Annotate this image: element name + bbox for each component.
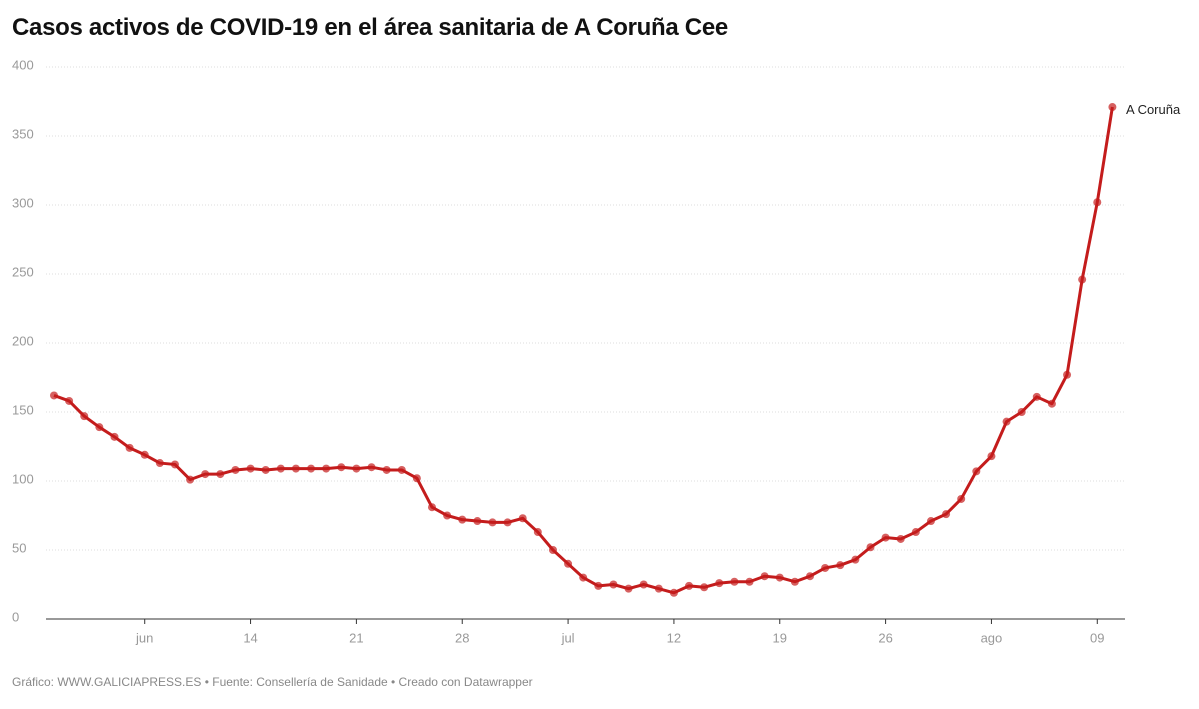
point [1002, 417, 1011, 426]
point [50, 391, 58, 400]
point [473, 517, 482, 526]
point [397, 465, 406, 474]
point [896, 534, 905, 543]
point [1108, 103, 1117, 112]
point [579, 573, 588, 582]
point [669, 588, 678, 597]
y-tick-label: 100 [12, 471, 34, 486]
point [881, 533, 890, 542]
point [1017, 408, 1026, 416]
point [246, 464, 255, 473]
point [65, 396, 74, 405]
point [942, 510, 951, 519]
point [972, 467, 981, 476]
point [760, 572, 769, 581]
point [382, 465, 391, 474]
point [428, 503, 436, 512]
x-tick-label: 21 [349, 630, 363, 645]
point [291, 464, 300, 473]
y-tick-label: 200 [12, 333, 34, 348]
x-tick-label: 26 [878, 630, 892, 645]
x-tick-label: jul [561, 630, 575, 645]
point [745, 577, 754, 586]
point [957, 494, 966, 503]
y-tick-label: 50 [12, 540, 26, 555]
point [125, 443, 134, 452]
point [261, 465, 270, 474]
point [911, 528, 920, 537]
y-tick-label: 400 [12, 57, 34, 72]
x-tick-label: 09 [1090, 630, 1104, 645]
point [730, 577, 739, 586]
x-tick-label: 19 [773, 630, 787, 645]
point [201, 470, 210, 479]
x-tick-label: 12 [667, 630, 681, 645]
point [654, 584, 663, 593]
point [322, 464, 331, 473]
x-tick-label: 14 [243, 630, 257, 645]
y-tick-label: 150 [12, 402, 34, 417]
point [564, 559, 573, 568]
point [1047, 399, 1056, 408]
point [851, 555, 860, 564]
point [367, 463, 376, 472]
point [533, 528, 542, 537]
point [337, 463, 346, 472]
point [1078, 275, 1087, 284]
point [700, 583, 709, 592]
point [412, 474, 421, 483]
x-tick-label: 28 [455, 630, 469, 645]
point [639, 580, 648, 589]
point [790, 577, 799, 586]
point [594, 581, 603, 590]
point [276, 464, 285, 473]
point [926, 517, 935, 526]
point [685, 581, 694, 590]
point [140, 450, 149, 459]
point [216, 470, 225, 479]
point [1063, 370, 1072, 379]
y-tick-label: 250 [12, 264, 34, 279]
point [95, 423, 104, 432]
point [1032, 392, 1041, 401]
point [548, 546, 557, 554]
point [458, 515, 467, 524]
y-tick-label: 350 [12, 126, 34, 141]
point [170, 460, 179, 469]
point [836, 561, 845, 570]
point [775, 573, 784, 582]
y-tick-label: 0 [12, 609, 19, 624]
point [488, 518, 497, 527]
point [1093, 198, 1102, 207]
point [866, 543, 875, 552]
y-tick-label: 300 [12, 195, 34, 210]
point [110, 432, 119, 441]
point [821, 563, 830, 572]
x-tick-label: ago [981, 630, 1003, 645]
point [806, 572, 814, 581]
chart-title: Casos activos de COVID-19 en el área san… [12, 14, 728, 41]
footer: Gráfico: WWW.GALICIAPRESS.ES • Fuente: C… [12, 675, 533, 689]
point [80, 412, 89, 421]
point [503, 518, 512, 527]
point [987, 452, 996, 461]
point [518, 514, 527, 523]
point [155, 459, 164, 468]
line [53, 106, 1114, 595]
x-tick-label: jun [135, 630, 153, 645]
point [609, 580, 618, 589]
series-label: A Coruña [1126, 102, 1181, 117]
point [715, 579, 724, 588]
point [231, 465, 240, 474]
point [352, 464, 361, 473]
point [307, 464, 316, 473]
point [443, 511, 452, 520]
point [186, 475, 195, 484]
point [624, 584, 633, 593]
